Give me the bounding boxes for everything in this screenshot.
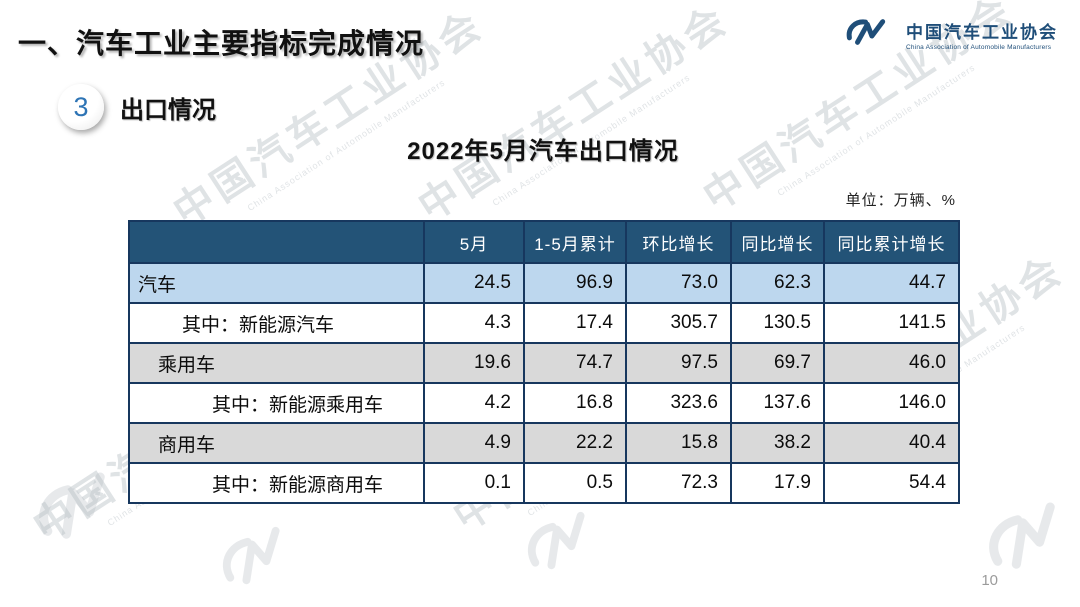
- unit-note: 单位：万辆、%: [845, 192, 956, 209]
- col-header-blank: [128, 220, 425, 264]
- cam-swoosh-watermark-icon: [513, 496, 623, 585]
- cell-value: 323.6: [625, 382, 732, 424]
- col-header-may: 5月: [423, 220, 525, 264]
- cell-value: 4.3: [423, 302, 525, 344]
- cell-value: 54.4: [823, 462, 960, 504]
- page-title: 一、汽车工业主要指标完成情况: [18, 28, 425, 59]
- cell-value: 97.5: [625, 342, 732, 384]
- cell-value: 0.5: [523, 462, 627, 504]
- cell-value: 305.7: [625, 302, 732, 344]
- table-row: 其中：新能源乘用车 4.2 16.8 323.6 137.6 146.0: [128, 382, 960, 424]
- cam-logo-swoosh-icon: [844, 14, 898, 55]
- cell-value: 141.5: [823, 302, 960, 344]
- cell-value: 146.0: [823, 382, 960, 424]
- cell-value: 62.3: [730, 262, 825, 304]
- org-logo: 中国汽车工业协会 China Association of Automobile…: [844, 14, 1058, 55]
- page-number: 10: [981, 572, 998, 589]
- cell-value: 15.8: [625, 422, 732, 464]
- cam-swoosh-watermark-icon: [208, 511, 318, 600]
- section-heading: 3 出口情况: [58, 84, 216, 130]
- cell-value: 19.6: [423, 342, 525, 384]
- col-header-mom-growth: 环比增长: [625, 220, 732, 264]
- cell-value: 17.4: [523, 302, 627, 344]
- table-row: 乘用车 19.6 74.7 97.5 69.7 46.0: [128, 342, 960, 384]
- cell-value: 74.7: [523, 342, 627, 384]
- cell-value: 46.0: [823, 342, 960, 384]
- cell-value: 24.5: [423, 262, 525, 304]
- cell-value: 96.9: [523, 262, 627, 304]
- row-label: 其中：新能源汽车: [128, 302, 425, 344]
- col-header-cumulative: 1-5月累计: [523, 220, 627, 264]
- col-header-yoy-growth: 同比增长: [730, 220, 825, 264]
- cell-value: 44.7: [823, 262, 960, 304]
- table-title: 2022年5月汽车出口情况: [407, 138, 679, 165]
- table-row: 汽车 24.5 96.9 73.0 62.3 44.7: [128, 262, 960, 304]
- table-row: 商用车 4.9 22.2 15.8 38.2 40.4: [128, 422, 960, 464]
- cell-value: 38.2: [730, 422, 825, 464]
- org-name-en: China Association of Automobile Manufact…: [906, 44, 1052, 51]
- cell-value: 22.2: [523, 422, 627, 464]
- section-number-badge: 3: [58, 84, 104, 130]
- cell-value: 73.0: [625, 262, 732, 304]
- table-row: 其中：新能源商用车 0.1 0.5 72.3 17.9 54.4: [128, 462, 960, 504]
- cell-value: 40.4: [823, 422, 960, 464]
- cell-value: 4.9: [423, 422, 525, 464]
- section-label: 出口情况: [120, 96, 216, 124]
- cell-value: 72.3: [625, 462, 732, 504]
- cell-value: 130.5: [730, 302, 825, 344]
- org-logo-text: 中国汽车工业协会 China Association of Automobile…: [906, 18, 1058, 51]
- table-header-row: 5月 1-5月累计 环比增长 同比增长 同比累计增长: [128, 220, 960, 264]
- table-row: 其中：新能源汽车 4.3 17.4 305.7 130.5 141.5: [128, 302, 960, 344]
- cell-value: 0.1: [423, 462, 525, 504]
- cell-value: 69.7: [730, 342, 825, 384]
- col-header-yoy-cum-growth: 同比累计增长: [823, 220, 960, 264]
- row-label: 乘用车: [128, 342, 425, 384]
- cell-value: 17.9: [730, 462, 825, 504]
- cell-value: 137.6: [730, 382, 825, 424]
- row-label: 汽车: [128, 262, 425, 304]
- org-name-cn: 中国汽车工业协会: [906, 23, 1058, 42]
- cell-value: 16.8: [523, 382, 627, 424]
- row-label: 其中：新能源商用车: [128, 462, 425, 504]
- row-label: 其中：新能源乘用车: [128, 382, 425, 424]
- row-label: 商用车: [128, 422, 425, 464]
- export-data-table: 5月 1-5月累计 环比增长 同比增长 同比累计增长 汽车 24.5 96.9 …: [128, 220, 960, 504]
- cell-value: 4.2: [423, 382, 525, 424]
